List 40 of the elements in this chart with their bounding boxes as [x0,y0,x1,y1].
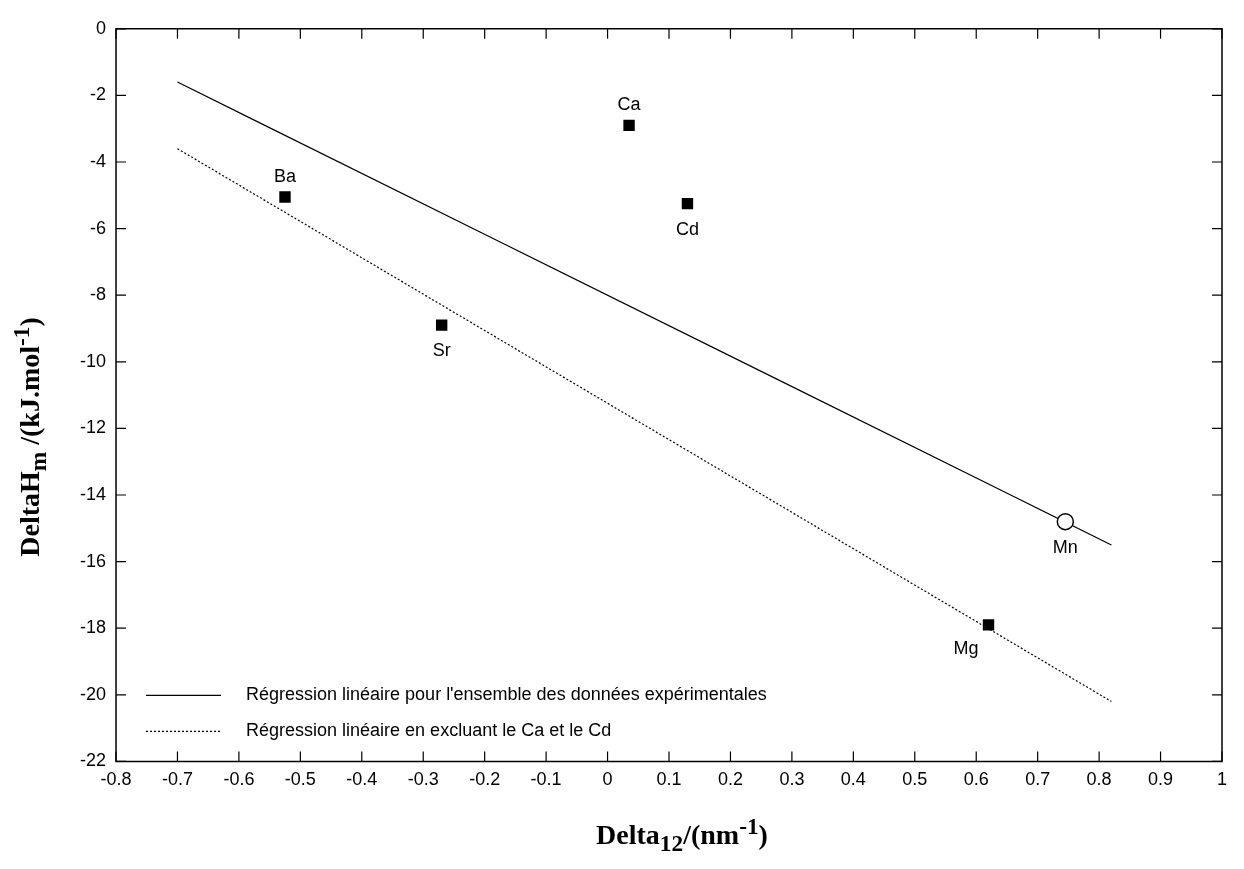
x-axis-title: Delta$_{12}$/(nm$^{-1}$) [595,813,769,857]
x-tick-label: -0.1 [530,769,562,790]
x-tick-label: 0.6 [963,769,989,790]
y-tick-label: -2 [90,84,107,105]
y-tick-label: -18 [80,617,107,638]
x-tick-label: -0.8 [100,769,132,790]
x-tick-label: 0 [602,769,613,790]
x-tick-label: -0.4 [346,769,378,790]
x-tick-label: 0.3 [779,769,805,790]
x-tick-label: 1 [1216,769,1228,790]
x-tick-label: -0.6 [223,769,255,790]
annotation: Ca [617,94,642,115]
legend-label: Régression linéaire en excluant le Ca et le Cd [246,720,612,741]
y-tick-label: -20 [80,683,107,704]
x-tick-label: 0.9 [1148,769,1174,790]
y-tick-label: -16 [80,550,107,571]
x-tick-label: 0.5 [902,769,928,790]
legend-label: Régression linéaire pour l'ensemble des données expérimentales [246,684,767,705]
y-tick-label: -4 [90,150,107,171]
x-tick-label: 0.8 [1086,769,1112,790]
annotation: Ba [273,165,297,186]
x-tick-label: -0.5 [284,769,316,790]
annotation: Mn [1052,536,1078,557]
annotation: Cd [675,218,699,239]
x-tick-label: 0.4 [840,769,866,790]
y-tick-label: -8 [90,284,107,305]
y-tick-label: -14 [80,483,107,504]
y-tick-label: -22 [80,750,107,771]
x-tick-label: 0.2 [717,769,743,790]
y-tick-label: -12 [80,417,107,438]
y-tick-label: 0 [96,17,107,38]
y-tick-label: -6 [90,217,107,238]
y-tick-label: -10 [80,350,107,371]
x-tick-label: -0.3 [407,769,439,790]
annotation: Sr [432,340,451,361]
x-tick-label: 0.7 [1025,769,1051,790]
x-tick-label: 0.1 [656,769,682,790]
x-tick-label: -0.2 [469,769,501,790]
x-tick-label: -0.7 [161,769,193,790]
annotation: Mg [953,637,979,658]
